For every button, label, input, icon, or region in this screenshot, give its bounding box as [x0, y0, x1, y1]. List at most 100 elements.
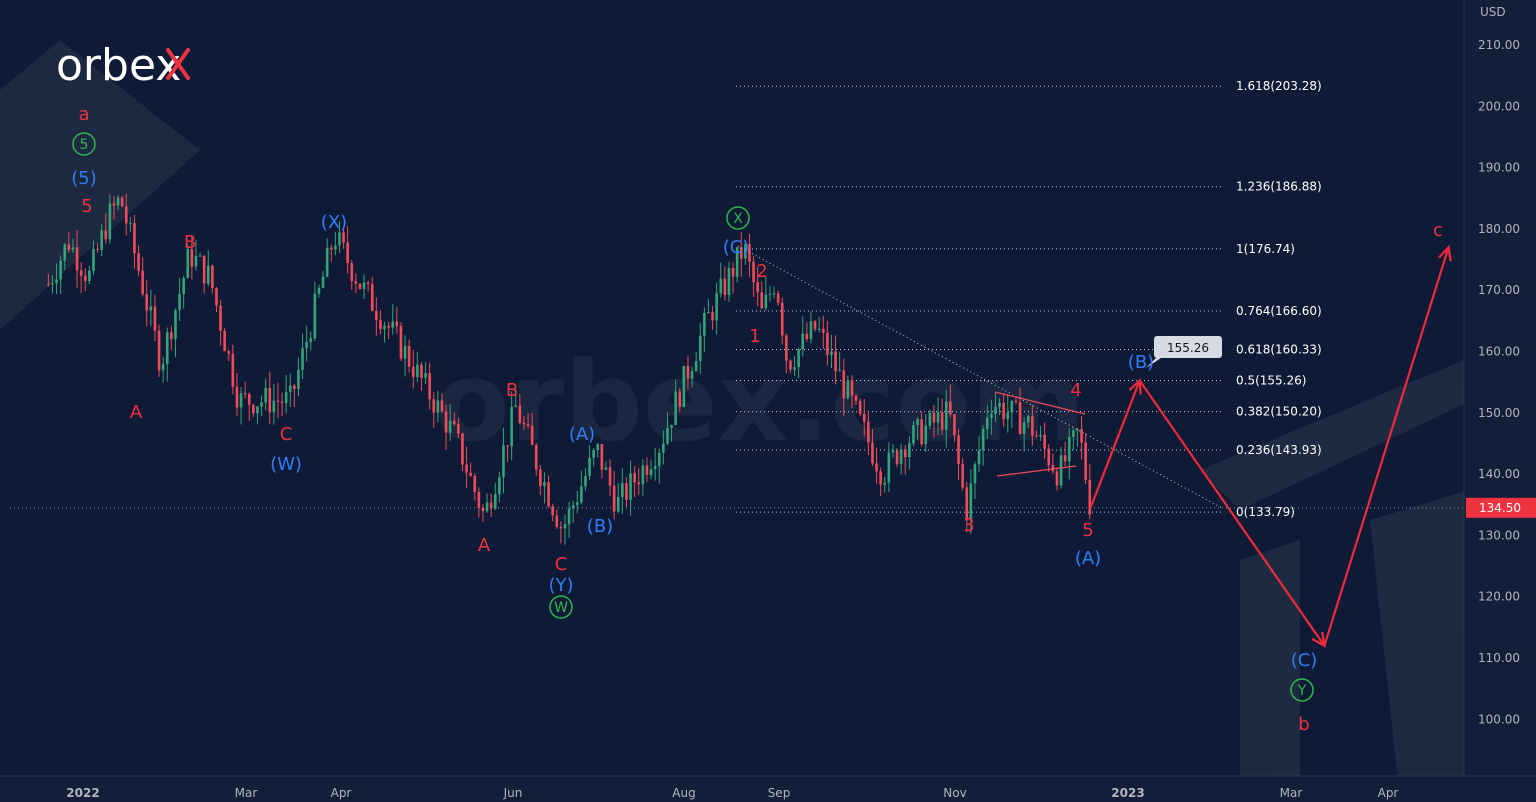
candle-body	[858, 400, 862, 414]
fib-level-label: 0(133.79)	[1236, 505, 1295, 519]
candle-body	[268, 388, 272, 413]
candle-body	[329, 247, 333, 250]
candle-body	[301, 348, 304, 370]
candle-body	[817, 328, 821, 330]
candle-body	[625, 483, 628, 500]
candle-body	[645, 465, 649, 476]
time-tick-label: Jun	[503, 786, 523, 800]
candle-body	[186, 249, 190, 278]
candle-body	[75, 247, 79, 271]
candle-body	[772, 293, 776, 295]
candle-body	[809, 321, 813, 339]
candle-body	[1006, 412, 1010, 420]
wave-circle	[1290, 678, 1314, 702]
wave-label: W	[554, 600, 568, 616]
candle-body	[969, 483, 973, 521]
candle-body	[899, 449, 903, 464]
candle-body	[137, 253, 140, 271]
price-tick-label: 170.00	[1478, 283, 1520, 297]
candle-body	[264, 388, 267, 403]
candle-body	[842, 370, 846, 399]
candle-body	[575, 502, 579, 506]
candle-body	[92, 248, 95, 271]
candle-body	[243, 393, 247, 395]
candle-body	[612, 485, 616, 512]
candle-body	[280, 401, 284, 404]
candle-body	[440, 400, 444, 412]
candle-body	[940, 412, 944, 430]
brand-logo: orbex	[56, 40, 190, 91]
candle-body	[953, 414, 956, 436]
candle-body	[157, 330, 161, 371]
candle-body	[604, 467, 608, 470]
candle-body	[124, 206, 128, 224]
candle-body	[297, 369, 300, 390]
candle-body	[985, 417, 989, 429]
time-tick-label: 2023	[1111, 786, 1144, 800]
wave-label: (C)	[1291, 650, 1318, 671]
candle-body	[362, 282, 366, 289]
candle-body	[141, 270, 144, 295]
fib-level-label: 1.236(186.88)	[1236, 180, 1322, 194]
candle-body	[875, 463, 878, 472]
wave-label: A	[478, 535, 491, 556]
candle-body	[133, 223, 136, 254]
candle-body	[116, 197, 120, 206]
candle-body	[932, 412, 936, 423]
candle-body	[789, 360, 792, 370]
candle-body	[477, 491, 481, 508]
price-tick-label: 210.00	[1478, 38, 1520, 52]
fib-level-label: 1(176.74)	[1236, 242, 1295, 256]
price-axis-panel	[1464, 0, 1536, 776]
candle-body	[182, 277, 185, 294]
candle-body	[957, 435, 960, 464]
candle-body	[120, 197, 124, 207]
candle-body	[366, 282, 370, 284]
current-price-tag: 134.50	[1466, 497, 1536, 518]
wave-label: C	[280, 424, 293, 445]
candle-body	[698, 335, 702, 362]
candle-body	[1018, 402, 1022, 434]
candle-body	[432, 399, 436, 413]
candle-body	[375, 310, 378, 321]
candle-body	[387, 325, 390, 328]
candle-body	[903, 449, 907, 458]
candle-body	[395, 321, 399, 327]
candle-body	[436, 400, 440, 413]
candle-body	[785, 335, 788, 361]
wave-label: (C)	[723, 237, 750, 258]
candle-body	[924, 425, 928, 445]
time-tick-label: Apr	[1378, 786, 1399, 800]
wave-circle	[549, 595, 573, 619]
candle-body	[284, 391, 288, 404]
candle-body	[555, 515, 559, 527]
currency-label: USD	[1480, 5, 1506, 19]
candle-body	[998, 402, 1001, 408]
candle-body	[493, 494, 497, 509]
candle-body	[174, 310, 177, 340]
candle-body	[1051, 465, 1055, 472]
candle-body	[1022, 422, 1026, 434]
current-price-value: 134.50	[1479, 501, 1521, 515]
time-tick-label: Mar	[235, 786, 258, 800]
candle-body	[506, 445, 509, 447]
forecast-segment	[1323, 246, 1450, 647]
wave-label: (W)	[270, 454, 302, 475]
candle-body	[370, 283, 374, 311]
candle-body	[305, 341, 308, 349]
candle-body	[63, 244, 67, 261]
candle-body	[961, 463, 964, 488]
candle-body	[760, 292, 764, 309]
candle-body	[518, 405, 522, 423]
candle-body	[1076, 429, 1079, 431]
candle-body	[112, 203, 116, 206]
fibonacci-levels: 1.618(203.28) 1.236(186.88) 1(176.74) 0.764…	[736, 79, 1322, 519]
candle-body	[637, 482, 641, 485]
candle-body	[588, 457, 591, 476]
candle-body	[1059, 455, 1063, 486]
candle-body	[461, 433, 464, 465]
candle-body	[338, 232, 341, 246]
wave-label: 1	[749, 326, 760, 347]
fib-level-label: 0.618(160.33)	[1236, 342, 1322, 356]
wave-label: B	[506, 380, 518, 401]
